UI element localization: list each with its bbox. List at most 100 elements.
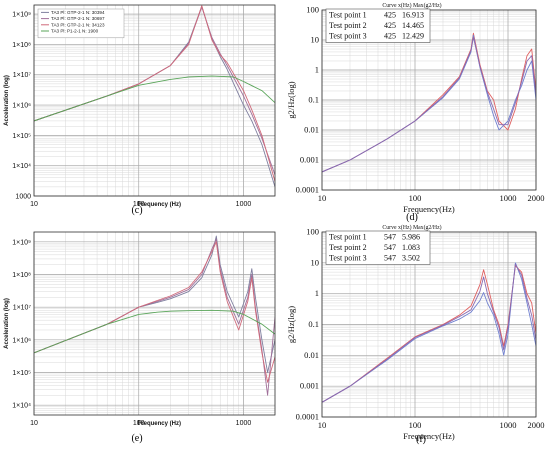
data-table: Curve x(Hz) Max(g2/Hz) Test point 1 425 16.… bbox=[325, 2, 442, 43]
table-cell-max: 16.913 bbox=[402, 11, 424, 20]
x-tick-label: 1000 bbox=[236, 201, 252, 208]
series-line-4 bbox=[34, 309, 275, 354]
table-cell-curve: Test point 1 bbox=[329, 11, 367, 20]
y-tick-label: 1×10⁹ bbox=[12, 239, 31, 246]
x-axis-label: Frequency(Hz) bbox=[403, 431, 455, 441]
panel-f-chart: 10 100 1000 20000.00010.0010.010.1110100Fre… bbox=[286, 224, 545, 441]
y-tick-label: 1×10⁸ bbox=[12, 272, 31, 279]
y-tick-label: 1000 bbox=[15, 194, 31, 201]
y-tick-label: 1×10⁵ bbox=[12, 133, 31, 140]
table-box bbox=[325, 8, 431, 43]
y-tick-label: 0.01 bbox=[304, 350, 319, 360]
x-tick-label: 100 bbox=[133, 201, 145, 208]
table-box bbox=[325, 230, 431, 265]
table-cell-max: 12.429 bbox=[402, 32, 424, 41]
series-line-1 bbox=[322, 265, 536, 403]
legend-entry: TA3 Pl: GTP-2-1 N: 30394 bbox=[51, 10, 105, 15]
y-tick-label: 0.0001 bbox=[296, 412, 319, 422]
y-tick-label: 10 bbox=[311, 35, 320, 45]
table-cell-x: 425 bbox=[384, 32, 396, 41]
table-cell-curve: Test point 1 bbox=[329, 233, 367, 242]
table-cell-max: 5.986 bbox=[402, 233, 420, 242]
y-tick-label: 0.0001 bbox=[296, 185, 319, 195]
x-tick-label: 1000 bbox=[500, 420, 517, 430]
legend-entry: TA3 Pl: GTP-2-1 N: 30697 bbox=[51, 16, 105, 21]
y-tick-label: 1×10⁵ bbox=[12, 370, 31, 377]
series-line-3 bbox=[34, 5, 275, 182]
table-cell-max: 1.083 bbox=[402, 243, 420, 252]
table-header: Curve x(Hz) Max(g2/Hz) bbox=[382, 224, 441, 231]
y-tick-label: 100 bbox=[306, 227, 319, 237]
panel-d-chart: 10 100 1000 20000.00010.0010.010.1110100Fre… bbox=[286, 2, 545, 214]
y-tick-label: 0.1 bbox=[308, 95, 319, 105]
x-tick-label: 10 bbox=[30, 201, 38, 208]
y-axis-label: Acceleration (log) bbox=[4, 298, 10, 349]
series-group bbox=[322, 32, 536, 173]
y-axis-label: g2/Hz(log) bbox=[286, 81, 296, 118]
table-cell-curve: Test point 3 bbox=[329, 254, 367, 263]
table-cell-x: 547 bbox=[384, 254, 396, 263]
x-axis-label: Frequency(Hz) bbox=[403, 204, 455, 214]
caption-c: (c) bbox=[131, 205, 142, 216]
data-table: Curve x(Hz) Max(g2/Hz) Test point 1 547 5.9… bbox=[325, 224, 442, 265]
series-group bbox=[34, 5, 275, 188]
table-cell-curve: Test point 2 bbox=[329, 21, 367, 30]
y-tick-label: 0.1 bbox=[308, 319, 319, 329]
panel-c-chart: 10 100 1000 1000 1×10⁴ 1×10⁵ 1×10⁶ 1×10⁷ 1×10⁸ 1×… bbox=[4, 4, 276, 208]
series-line-1 bbox=[34, 235, 275, 373]
series-line-3 bbox=[322, 36, 536, 173]
table-cell-max: 14.465 bbox=[402, 21, 424, 30]
legend-entry: TA3 Pl: GTP-2-1 N: 34123 bbox=[51, 22, 105, 27]
y-tick-label: 1×10⁴ bbox=[12, 403, 31, 410]
y-tick-label: 1×10⁴ bbox=[12, 163, 31, 170]
y-tick-label: 0.01 bbox=[304, 125, 319, 135]
series-line-4 bbox=[34, 75, 275, 122]
series-line-3 bbox=[322, 263, 536, 403]
caption-e: (e) bbox=[131, 433, 142, 444]
x-tick-label: 100 bbox=[409, 193, 422, 203]
table-cell-x: 425 bbox=[384, 21, 396, 30]
y-axis-label: g2/Hz(log) bbox=[286, 306, 296, 343]
y-tick-label: 0.001 bbox=[300, 155, 319, 165]
series-line-2 bbox=[322, 262, 536, 403]
y-tick-label: 0.001 bbox=[300, 381, 319, 391]
x-tick-label: 2000 bbox=[528, 420, 545, 430]
y-tick-label: 1×10⁸ bbox=[12, 42, 31, 49]
y-tick-label: 1×10⁹ bbox=[12, 12, 31, 19]
table-cell-x: 547 bbox=[384, 243, 396, 252]
series-group bbox=[322, 262, 536, 403]
y-tick-label: 1×10⁶ bbox=[12, 337, 31, 344]
y-tick-label: 1×10⁶ bbox=[12, 103, 31, 110]
legend-box bbox=[37, 8, 125, 39]
y-tick-label: 10 bbox=[311, 257, 320, 267]
series-line-3 bbox=[34, 241, 275, 383]
panel-e-chart: 10 100 1000 1×10⁴ 1×10⁵ 1×10⁶ 1×10⁷ 1×10⁸ 1×10⁹ F… bbox=[4, 231, 276, 427]
x-tick-label: 1000 bbox=[500, 193, 517, 203]
x-axis-label: Frequency (Hz) bbox=[138, 421, 181, 427]
series-group bbox=[34, 235, 275, 396]
y-tick-label: 1 bbox=[315, 65, 319, 75]
y-tick-label: 1 bbox=[315, 288, 319, 298]
x-tick-label: 100 bbox=[409, 420, 422, 430]
x-axis-label: Frequency (Hz) bbox=[138, 202, 181, 208]
x-tick-label: 1000 bbox=[236, 420, 252, 427]
x-tick-label: 10 bbox=[30, 420, 38, 427]
caption-f: (f) bbox=[416, 434, 426, 445]
table-cell-x: 425 bbox=[384, 11, 396, 20]
y-tick-label: 1×10⁷ bbox=[13, 72, 32, 79]
x-tick-label: 2000 bbox=[528, 193, 545, 203]
plot-frame bbox=[33, 4, 276, 197]
table-header: Curve x(Hz) Max(g2/Hz) bbox=[382, 2, 441, 9]
plot-area bbox=[34, 232, 275, 415]
x-tick-label: 100 bbox=[133, 420, 145, 427]
y-axis-label: Acceleration (log) bbox=[4, 75, 10, 126]
legend-entry: TA3 Pl: P1-2-1 N: 1900 bbox=[51, 29, 99, 34]
y-tick-label: 100 bbox=[306, 5, 319, 15]
table-cell-x: 547 bbox=[384, 233, 396, 242]
table-cell-curve: Test point 2 bbox=[329, 243, 367, 252]
table-cell-max: 3.502 bbox=[402, 254, 420, 263]
y-tick-label: 1×10⁷ bbox=[13, 305, 32, 312]
x-tick-label: 10 bbox=[318, 193, 327, 203]
